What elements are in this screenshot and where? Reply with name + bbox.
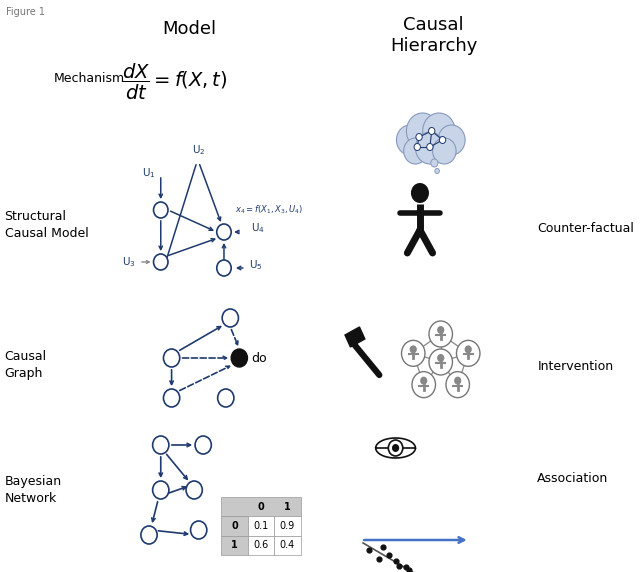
Circle shape <box>152 481 169 499</box>
Circle shape <box>438 125 465 155</box>
Circle shape <box>163 389 180 407</box>
Circle shape <box>163 349 180 367</box>
Circle shape <box>191 521 207 539</box>
Circle shape <box>406 113 439 149</box>
Circle shape <box>440 137 445 144</box>
Circle shape <box>416 133 422 141</box>
FancyBboxPatch shape <box>275 517 301 535</box>
Text: Figure 1: Figure 1 <box>6 7 45 17</box>
Polygon shape <box>376 438 415 458</box>
Circle shape <box>429 128 435 134</box>
Text: Intervention: Intervention <box>538 360 614 374</box>
FancyBboxPatch shape <box>221 535 248 555</box>
Point <box>374 554 384 563</box>
Text: 0.6: 0.6 <box>253 541 269 550</box>
Circle shape <box>465 345 472 353</box>
Circle shape <box>456 340 480 366</box>
Text: 0: 0 <box>231 521 238 531</box>
Circle shape <box>404 138 427 164</box>
Circle shape <box>414 144 420 150</box>
Text: Counter-factual: Counter-factual <box>538 221 634 235</box>
Circle shape <box>231 349 248 367</box>
Circle shape <box>431 159 438 167</box>
Text: 1: 1 <box>231 541 238 550</box>
Circle shape <box>446 372 470 398</box>
FancyBboxPatch shape <box>221 497 301 517</box>
Text: Causal
Graph: Causal Graph <box>4 350 47 380</box>
Circle shape <box>217 224 231 240</box>
Point <box>394 561 404 570</box>
Circle shape <box>429 349 452 375</box>
Circle shape <box>195 436 211 454</box>
Circle shape <box>427 144 433 150</box>
Text: U$_2$: U$_2$ <box>192 143 205 157</box>
Point <box>378 542 388 551</box>
Circle shape <box>222 309 239 327</box>
Circle shape <box>420 376 428 384</box>
Circle shape <box>433 138 456 164</box>
Text: Model: Model <box>163 20 217 38</box>
Text: Association: Association <box>538 471 609 484</box>
Text: $\dfrac{dX}{dt} = f(X, t)$: $\dfrac{dX}{dt} = f(X, t)$ <box>122 62 227 102</box>
FancyBboxPatch shape <box>248 535 275 555</box>
Point <box>384 551 394 560</box>
Point <box>418 571 428 572</box>
Text: U$_5$: U$_5$ <box>249 258 263 272</box>
Circle shape <box>437 354 444 362</box>
Point <box>401 563 411 572</box>
Point <box>364 546 374 555</box>
Text: Structural
Causal Model: Structural Causal Model <box>4 210 88 240</box>
Text: U$_4$: U$_4$ <box>251 221 265 235</box>
Text: do: do <box>251 352 267 364</box>
Circle shape <box>218 389 234 407</box>
Polygon shape <box>345 327 365 347</box>
Text: $x_4 = f(X_1, X_3, U_4)$: $x_4 = f(X_1, X_3, U_4)$ <box>235 204 303 216</box>
FancyBboxPatch shape <box>275 535 301 555</box>
Text: 0.1: 0.1 <box>253 521 269 531</box>
Point <box>404 565 414 572</box>
FancyBboxPatch shape <box>221 517 248 535</box>
Circle shape <box>152 436 169 454</box>
Text: 0.9: 0.9 <box>280 521 295 531</box>
Circle shape <box>401 340 425 366</box>
Circle shape <box>396 125 424 155</box>
Circle shape <box>454 376 461 384</box>
Text: U$_1$: U$_1$ <box>141 166 156 180</box>
Circle shape <box>141 526 157 544</box>
Text: 0.4: 0.4 <box>280 541 295 550</box>
Circle shape <box>154 202 168 218</box>
Circle shape <box>422 113 455 149</box>
Circle shape <box>415 132 444 164</box>
Point <box>391 557 401 566</box>
Circle shape <box>412 372 435 398</box>
Circle shape <box>392 444 399 452</box>
Circle shape <box>437 326 444 334</box>
Circle shape <box>429 321 452 347</box>
FancyBboxPatch shape <box>248 517 275 535</box>
Circle shape <box>410 345 417 353</box>
Text: 0: 0 <box>258 502 264 512</box>
Text: Causal
Hierarchy: Causal Hierarchy <box>390 16 477 55</box>
Circle shape <box>154 254 168 270</box>
Circle shape <box>388 440 403 456</box>
Text: 1: 1 <box>284 502 291 512</box>
Circle shape <box>435 169 440 173</box>
Circle shape <box>217 260 231 276</box>
Circle shape <box>411 183 429 203</box>
Text: Mechanism: Mechanism <box>54 72 125 85</box>
Circle shape <box>186 481 202 499</box>
Text: Bayesian
Network: Bayesian Network <box>4 475 61 505</box>
Text: U$_3$: U$_3$ <box>122 255 136 269</box>
